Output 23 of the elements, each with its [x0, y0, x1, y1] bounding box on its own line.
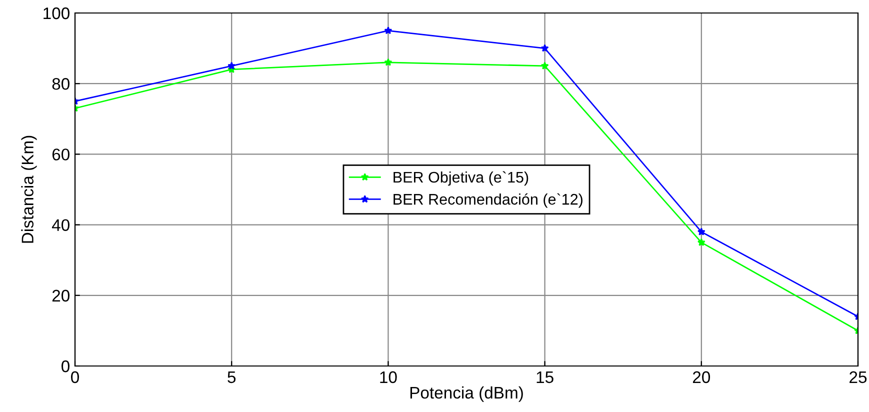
point	[540, 44, 549, 52]
point	[384, 26, 392, 34]
legend-label: BER Objetiva (e`15)	[394, 171, 528, 186]
point	[697, 238, 706, 246]
x-tick-label: 10	[380, 371, 397, 384]
y-tick-label: 100	[44, 7, 70, 20]
legend-label: BER Recomendación (e`12)	[394, 193, 582, 208]
y-tick-label: 60	[52, 148, 70, 160]
y-axis-title: Distancia (Km)	[21, 136, 37, 243]
x-tick-label: 15	[536, 371, 554, 384]
point	[228, 62, 236, 70]
point	[540, 62, 549, 70]
y-tick-label: 40	[52, 219, 70, 232]
y-tick-label: 80	[52, 78, 70, 90]
x-axis-title: Potencia (dBm)	[410, 386, 523, 402]
x-tick-label: 25	[850, 371, 867, 384]
x-tick-label: 20	[692, 371, 710, 384]
point	[384, 58, 392, 66]
x-tick-label: 0	[71, 371, 79, 384]
y-tick-label: 20	[52, 290, 70, 302]
point	[697, 228, 706, 236]
x-tick-label: 5	[228, 371, 236, 384]
y-tick-label: 0	[62, 360, 70, 372]
